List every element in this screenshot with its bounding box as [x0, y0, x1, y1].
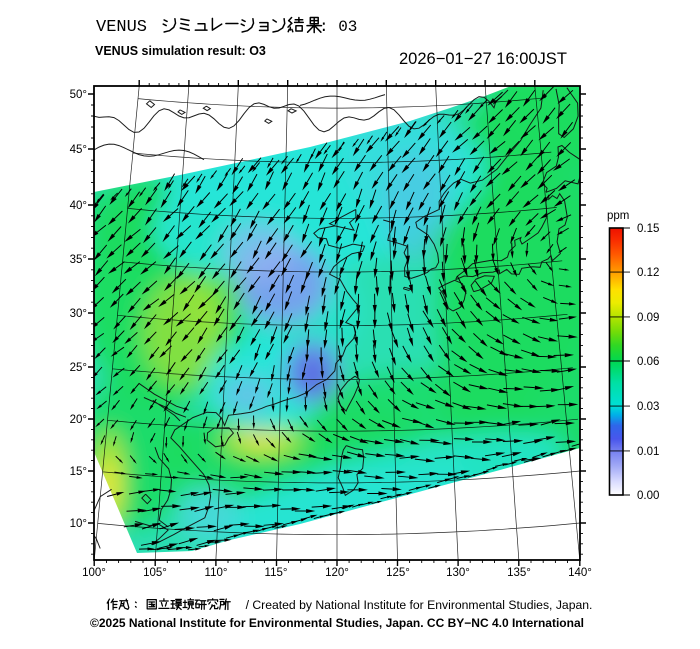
svg-text:0.15: 0.15: [637, 223, 659, 235]
svg-text:0.06: 0.06: [637, 356, 659, 368]
svg-text:130°: 130°: [446, 567, 470, 579]
svg-text:125°: 125°: [386, 567, 410, 579]
svg-text:20°: 20°: [70, 414, 87, 426]
svg-text:0.03: 0.03: [637, 401, 659, 413]
svg-text:50°: 50°: [70, 89, 87, 101]
svg-text:120°: 120°: [325, 567, 349, 579]
svg-text:110°: 110°: [205, 567, 228, 579]
svg-text:45°: 45°: [70, 144, 87, 156]
svg-text:0.01: 0.01: [637, 446, 659, 458]
svg-text:100°: 100°: [82, 567, 106, 579]
svg-text:105°: 105°: [143, 567, 167, 579]
svg-text:VENUS: VENUS: [96, 18, 147, 37]
svg-text:/ Created by National Institut: / Created by National Institute for Envi…: [246, 598, 593, 612]
svg-text:30°: 30°: [70, 308, 87, 320]
svg-text:10°: 10°: [70, 518, 87, 530]
svg-text:35°: 35°: [70, 254, 87, 266]
svg-text:: 03: : 03: [319, 18, 357, 36]
svg-text:15°: 15°: [70, 466, 87, 478]
svg-text:2026−01−27 16:00JST: 2026−01−27 16:00JST: [399, 50, 567, 68]
svg-text:25°: 25°: [70, 362, 87, 374]
svg-text:0.12: 0.12: [637, 267, 659, 279]
svg-text:135°: 135°: [507, 567, 531, 579]
svg-text:ppm: ppm: [607, 210, 629, 222]
svg-text:0.00: 0.00: [637, 490, 659, 502]
svg-text:115°: 115°: [265, 567, 288, 579]
svg-text:©2025 National Institute for E: ©2025 National Institute for Environment…: [90, 616, 584, 630]
svg-text:40°: 40°: [70, 200, 87, 212]
svg-text:0.09: 0.09: [637, 312, 659, 324]
svg-text:VENUS simulation result: O3: VENUS simulation result: O3: [95, 44, 266, 58]
svg-text:140°: 140°: [568, 567, 592, 579]
